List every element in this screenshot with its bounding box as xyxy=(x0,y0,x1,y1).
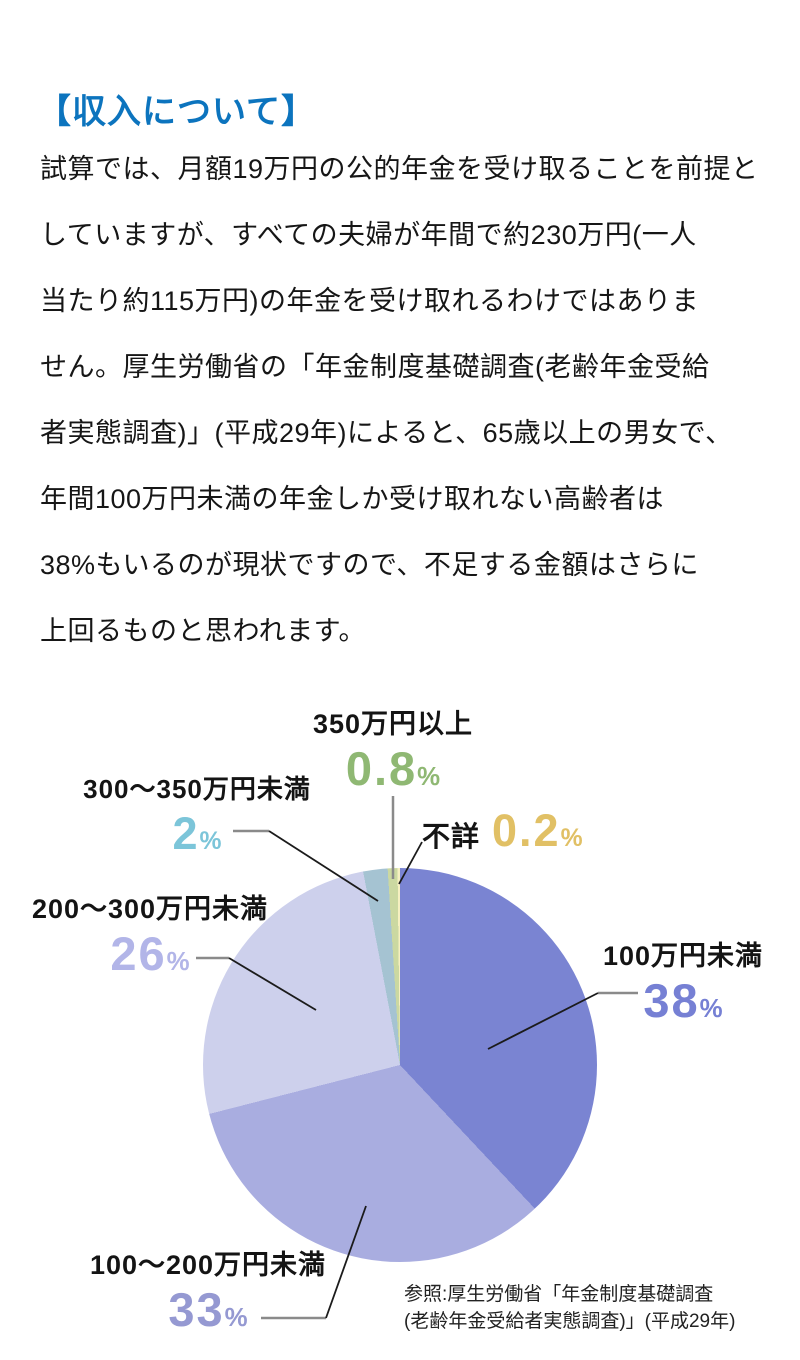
pie-label-text: 350万円以上 xyxy=(312,709,474,739)
pie-label-text: 200〜300万円未満 xyxy=(31,894,269,924)
body-line: していますが、すべての夫婦が年間で約230万円(一人 xyxy=(40,220,697,250)
body-line: 年間100万円未満の年金しか受け取れない高齢者は xyxy=(40,484,665,514)
pie-label-percent: 0.8% xyxy=(345,742,441,795)
pie-label-percent: 26% xyxy=(110,927,190,980)
pie-label-text: 100万円未満 xyxy=(602,941,764,971)
pie-label-under-100man: 100万円未満 38% xyxy=(547,940,800,1034)
section-heading: 【収入について】 xyxy=(37,93,316,131)
pie-label-350man-ijou: 350万円以上 0.8% xyxy=(257,708,529,802)
body-line: 上回るものと思われます。 xyxy=(40,616,366,646)
body-line: せん。厚生労働省の「年金制度基礎調査(老齢年金受給 xyxy=(40,352,710,382)
pie-chart xyxy=(203,868,597,1262)
pie-label-percent: 33% xyxy=(168,1283,248,1336)
pie-label-fushou: 不詳 0.2% xyxy=(422,806,583,864)
pie-label-text: 不詳 xyxy=(422,821,481,852)
body-line: 38%もいるのが現状ですので、不足する金額はさらに xyxy=(40,550,699,580)
body-line: 者実態調査)」(平成29年)によると、65歳以上の男女で、 xyxy=(40,418,733,448)
source-line: 参照:厚生労働省「年金制度基礎調査 xyxy=(404,1284,714,1305)
pie-label-percent: 38% xyxy=(643,974,723,1027)
pie-label-300-350man: 300〜350万円未満 2% xyxy=(61,773,333,867)
pie-label-percent: 0.2% xyxy=(492,805,583,856)
body-line: 当たり約115万円)の年金を受け取れるわけではありま xyxy=(40,286,700,316)
source-line: (老齢年金受給者実態調査)」(平成29年) xyxy=(404,1311,736,1332)
source-note: 参照:厚生労働省「年金制度基礎調査 (老齢年金受給者実態調査)」(平成29年) xyxy=(404,1281,735,1335)
pie-label-text: 300〜350万円未満 xyxy=(83,774,311,804)
body-paragraph: 試算では、月額19万円の公的年金を受け取ることを前提と していますが、すべての夫… xyxy=(40,136,766,664)
body-line: 試算では、月額19万円の公的年金を受け取ることを前提と xyxy=(40,154,759,184)
pie-label-text: 100〜200万円未満 xyxy=(89,1250,327,1280)
pie-label-percent: 2% xyxy=(172,808,222,859)
pie-label-100-200man: 100〜200万円未満 33% xyxy=(72,1249,344,1343)
pie-label-200-300man: 200〜300万円未満 26% xyxy=(14,893,286,987)
